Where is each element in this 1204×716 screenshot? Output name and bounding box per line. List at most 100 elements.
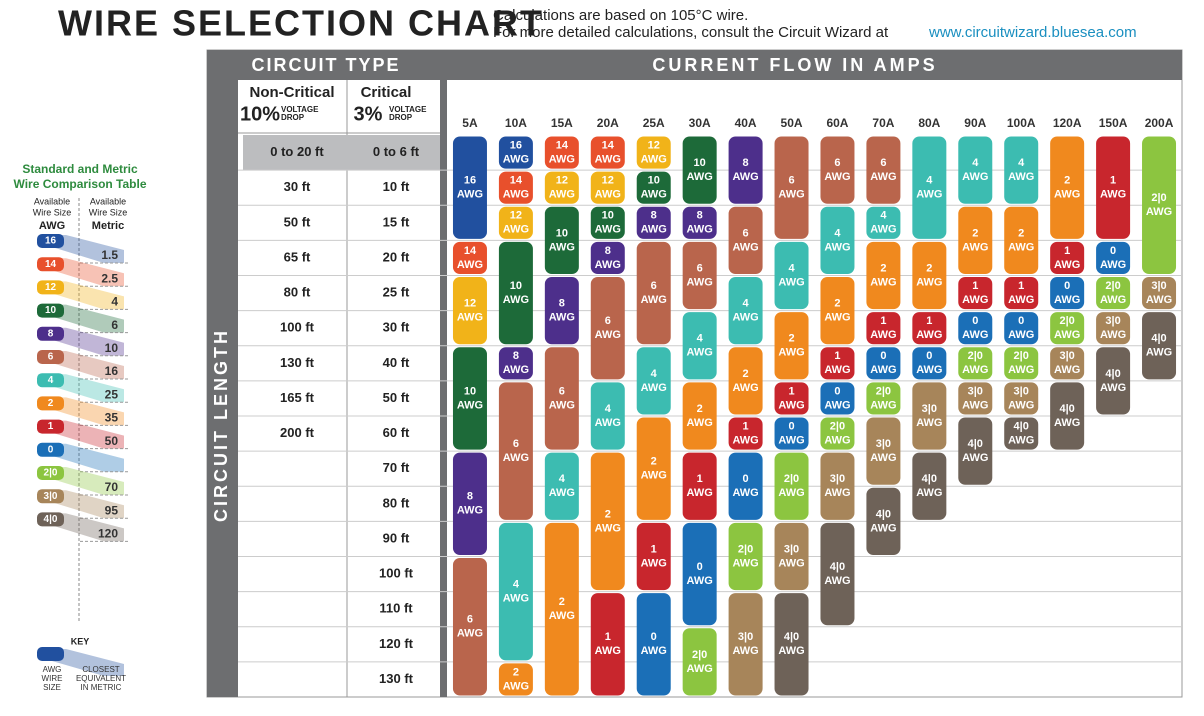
amps-header: 90A (964, 116, 986, 130)
gauge-label: 0 (1064, 280, 1070, 292)
wire-block (452, 347, 487, 450)
gauge-label: 6 (880, 157, 886, 169)
unit-label: AWG (1054, 189, 1080, 201)
wire-block (636, 347, 671, 415)
wire-block (590, 171, 625, 204)
metric-label: 35 (105, 411, 119, 425)
metric-band (52, 304, 124, 333)
unit-label: AWG (641, 557, 667, 569)
wire-block (866, 382, 901, 415)
gauge-label: 2|0 (830, 420, 845, 432)
unit-label: AWG (641, 294, 667, 306)
amps-header: 10A (505, 116, 527, 130)
gauge-label: 6 (605, 315, 611, 327)
wire-block (544, 522, 579, 696)
gauge-label: 14 (602, 139, 615, 151)
wire-block (636, 522, 671, 591)
unit-label: AWG (1100, 329, 1126, 341)
wire-block (1142, 277, 1177, 310)
key-label: AWG (43, 665, 62, 674)
unit-label: AWG (778, 434, 804, 446)
gauge-label: 10 (556, 227, 568, 239)
gauge-label: 2|0 (968, 350, 983, 362)
gauge-label: 2|0 (738, 543, 753, 555)
unit-label: AWG (824, 434, 850, 446)
amps-header: 30A (689, 116, 711, 130)
unit-label: AWG (503, 593, 529, 605)
wire-block (866, 206, 901, 239)
length-critical: 130 ft (379, 671, 414, 686)
wire-block (774, 417, 809, 450)
gauge-label: 10 (464, 385, 476, 397)
wire-block (1096, 241, 1131, 274)
wire-block (1004, 136, 1039, 204)
legend-heading: Wire Size (89, 207, 128, 217)
metric-band (52, 397, 124, 426)
unit-label: AWG (457, 259, 483, 271)
unit-label: AWG (732, 487, 758, 499)
wire-block (1050, 277, 1085, 310)
gauge-label: 4|0 (830, 561, 845, 573)
wire-block (774, 452, 809, 520)
unit-label: AWG (778, 487, 804, 499)
gauge-label: 4|0 (1151, 333, 1166, 345)
link[interactable]: www.circuitwizard.bluesea.com (928, 24, 1137, 41)
wire-block (498, 382, 533, 520)
wire-block (866, 136, 901, 204)
gauge-label: 4 (926, 175, 933, 187)
wire-block (774, 241, 809, 310)
gauge-label: 4|0 (922, 473, 937, 485)
awg-label: 14 (45, 259, 57, 270)
legend-heading: Available (34, 196, 70, 206)
unit-label: AWG (503, 153, 529, 165)
gauge-label: 8 (651, 210, 657, 222)
wire-block (866, 487, 901, 555)
unit-label: AWG (457, 505, 483, 517)
gauge-label: 6 (651, 280, 657, 292)
unit-label: AWG (1146, 347, 1172, 359)
gauge-label: 3|0 (876, 438, 891, 450)
length-non-critical: 165 ft (280, 390, 315, 405)
unit-label: AWG (1054, 329, 1080, 341)
unit-label: AWG (962, 329, 988, 341)
drop-label: VOLTAGE (389, 105, 427, 114)
note: Calculations are based on 105°C wire. (493, 7, 748, 24)
length-non-critical: 30 ft (284, 179, 311, 194)
unit-label: AWG (549, 399, 575, 411)
metric-label: 25 (105, 387, 119, 401)
unit-label: AWG (962, 364, 988, 376)
unit-label: AWG (1008, 364, 1034, 376)
awg-label: 2 (48, 398, 54, 409)
gauge-label: 2 (559, 596, 565, 608)
wire-block (636, 206, 671, 239)
gauge-label: 3|0 (922, 403, 937, 415)
wire-block (544, 206, 579, 274)
note: For more detailed calculations, consult … (493, 24, 889, 41)
gauge-label: 2 (788, 333, 794, 345)
unit-label: AWG (687, 487, 713, 499)
length-non-critical: 65 ft (284, 249, 311, 264)
wire-block (1142, 136, 1177, 274)
gauge-label: 1 (605, 631, 611, 643)
unit-label: AWG (503, 224, 529, 236)
unit-label: AWG (870, 329, 896, 341)
unit-label: AWG (687, 575, 713, 587)
legend-heading: Wire Size (33, 207, 72, 217)
length-critical: 120 ft (379, 636, 414, 651)
gauge-label: 4|0 (1059, 403, 1074, 415)
gauge-label: 2 (513, 666, 519, 678)
gauge-label: 2 (697, 403, 703, 415)
metric-label: 6 (111, 318, 118, 332)
unit-label: AWG (687, 276, 713, 288)
metric-label: 10 (105, 341, 119, 355)
wire-block (820, 347, 855, 380)
length-critical: 90 ft (383, 530, 410, 545)
unit-label: AWG (732, 645, 758, 657)
band-label: CIRCUIT TYPE (251, 55, 400, 75)
metric-label: 95 (105, 503, 119, 517)
wire-block (866, 347, 901, 380)
wire-block (820, 452, 855, 520)
wire-block (682, 628, 717, 696)
wire-block (774, 382, 809, 415)
